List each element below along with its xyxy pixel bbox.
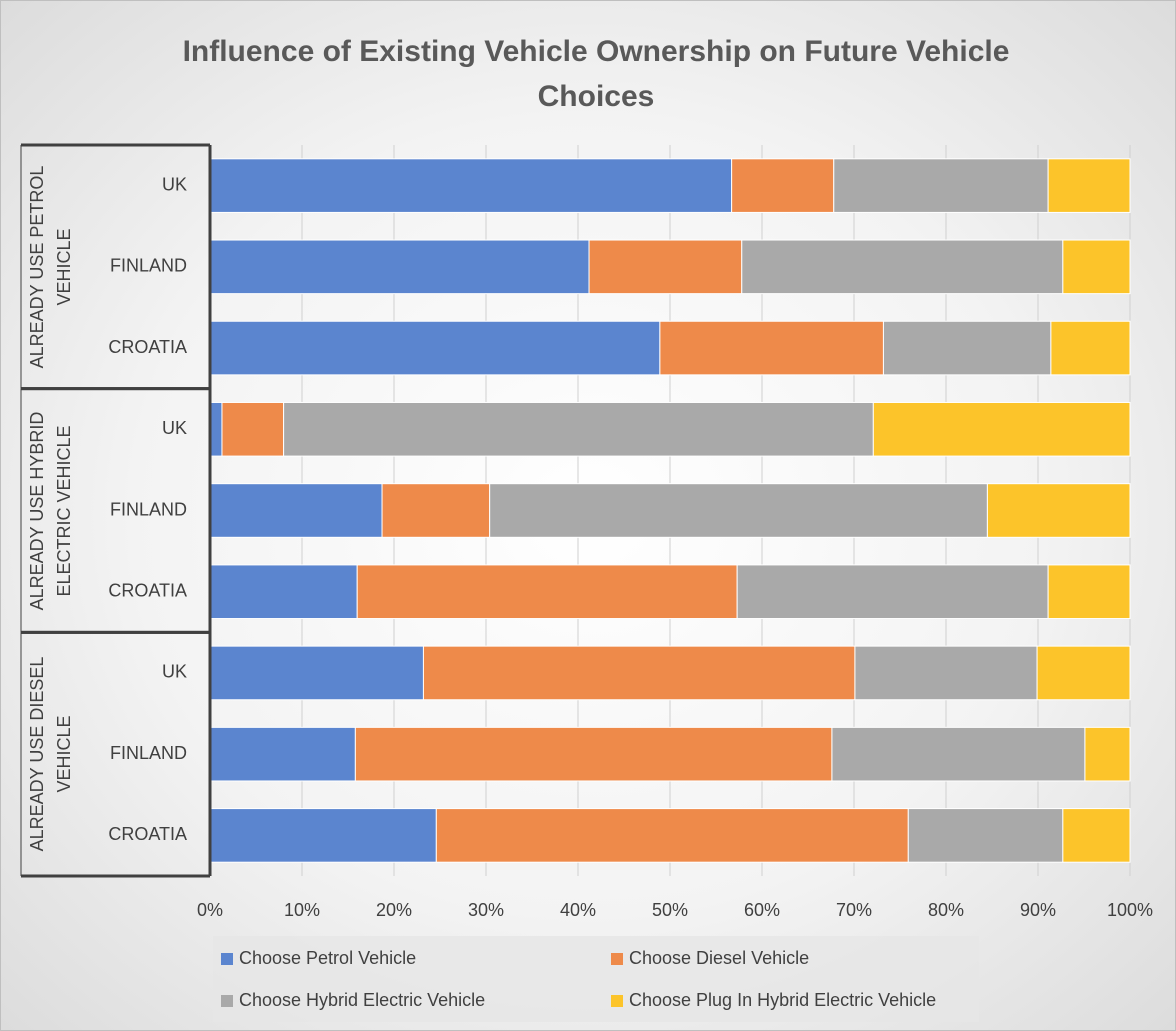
bar-segment [1036,645,1131,701]
bar-segment [1047,158,1131,213]
bar-segment [209,564,358,620]
y-tick-label: UK [162,174,187,194]
x-tick-label: 40% [560,900,596,920]
bar-segment [381,483,491,538]
y-tick-label: FINLAND [110,499,187,519]
bar-segment [872,401,1131,457]
bar-segment [882,320,1052,376]
y-tick-label: FINLAND [110,256,187,276]
bar-segment [854,645,1038,701]
x-tick-label: 0% [197,900,223,920]
bar-segment [209,320,661,376]
bar-segment [1084,726,1131,782]
bar-segment [1047,564,1131,620]
x-tick-label: 20% [376,900,412,920]
legend-swatch [221,953,233,965]
bar-segment [209,239,590,295]
bar-segment [209,483,383,538]
legend-box [213,936,979,1022]
bar-segment [907,808,1064,863]
bar-segment [209,726,356,782]
legend-label: Choose Hybrid Electric Vehicle [239,990,485,1010]
group-label: ALREADY USE PETROL VEHICLE [27,165,74,369]
legend-label: Choose Plug In Hybrid Electric Vehicle [629,990,936,1010]
legend-label: Choose Diesel Vehicle [629,948,809,968]
x-tick-label: 30% [468,900,504,920]
bar-segment [209,158,733,213]
legend-label: Choose Petrol Vehicle [239,948,416,968]
x-tick-label: 60% [744,900,780,920]
x-tick-label: 50% [652,900,688,920]
group-label: ALREADY USE HYBRID ELECTRIC VEHICLE [27,411,74,610]
bar-segment [221,401,285,457]
bar-segment [422,645,856,701]
x-tick-label: 10% [284,900,320,920]
bar-segment [659,320,884,376]
bar-segment [731,158,835,213]
x-tick-label: 80% [928,900,964,920]
y-tick-label: CROATIA [108,337,187,357]
x-tick-label: 70% [836,900,872,920]
bar-segment [741,239,1064,295]
bar-segment [283,401,874,457]
y-tick-label: UK [162,662,187,682]
legend-swatch [611,953,623,965]
bar-segment [1062,808,1131,863]
bar-segment [209,401,223,457]
bar-segment [356,564,738,620]
bar-segment [588,239,743,295]
legend-swatch [221,995,233,1007]
legend-swatch [611,995,623,1007]
y-tick-label: CROATIA [108,580,187,600]
bar-segment [209,808,437,863]
x-tick-label: 90% [1020,900,1056,920]
bar-segment [736,564,1049,620]
bar-segment [1062,239,1131,295]
y-tick-label: FINLAND [110,743,187,763]
bar-segment [833,158,1049,213]
x-tick-label: 100% [1107,900,1153,920]
bar-segment [354,726,833,782]
chart-title: Influence of Existing Vehicle Ownership … [182,35,1010,113]
bar-segment [435,808,909,863]
bar-segment [209,645,424,701]
bar-segment [489,483,988,538]
group-label: ALREADY USE DIESEL VEHICLE [27,656,74,852]
bar-segment [831,726,1086,782]
bar-segment [986,483,1131,538]
y-tick-label: UK [162,418,187,438]
y-tick-label: CROATIA [108,824,187,844]
bar-segment [1050,320,1131,376]
